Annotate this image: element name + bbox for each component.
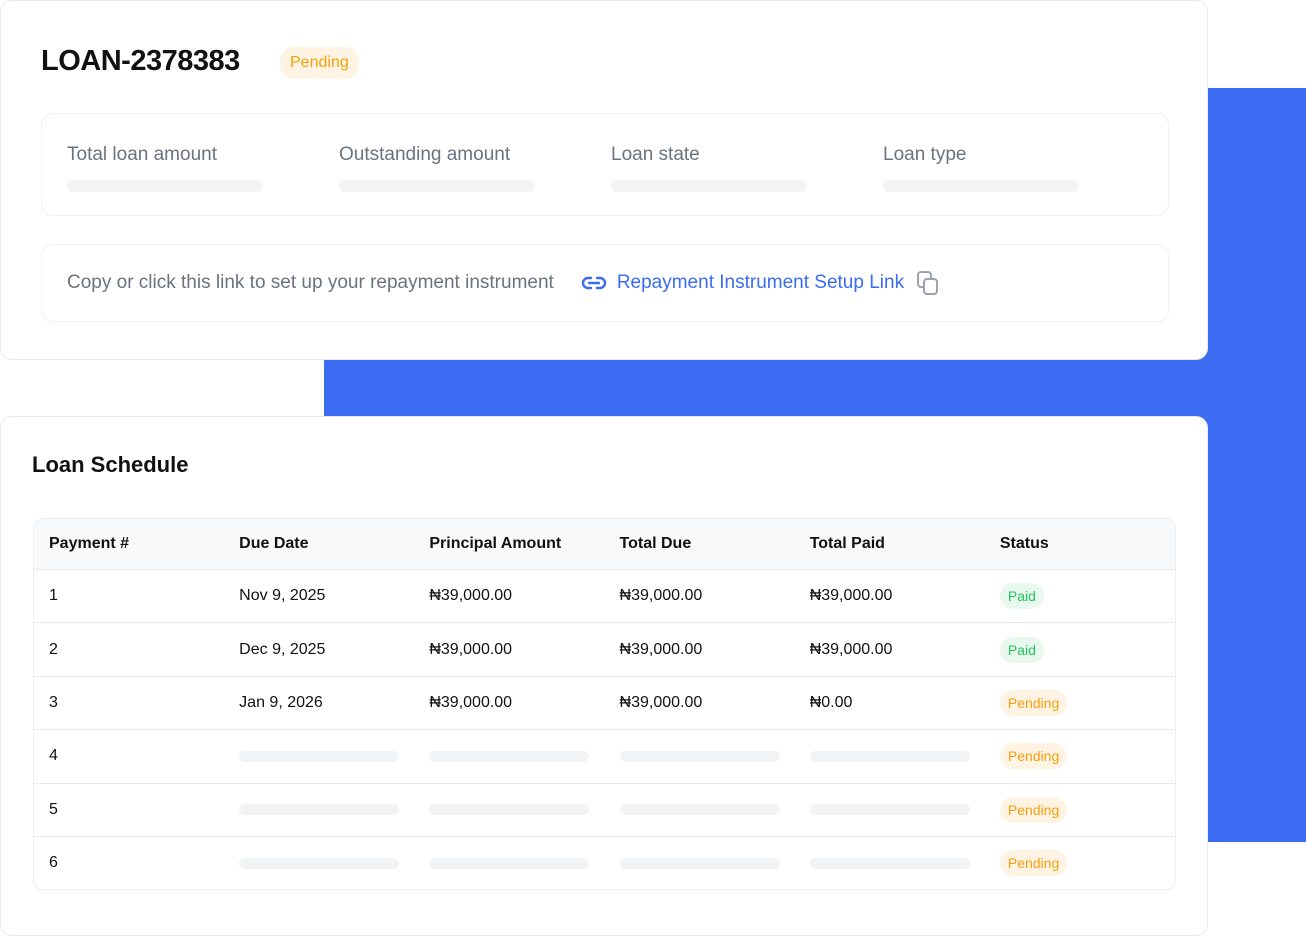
status-badge: Pending xyxy=(999,850,1068,877)
column-header: Total Paid xyxy=(809,535,885,552)
column-header: Due Date xyxy=(239,535,309,552)
cell-n: 3 xyxy=(49,693,58,711)
loan-schedule-table: Payment # Due Date Principal Amount Tota… xyxy=(33,518,1176,891)
status-badge: Paid xyxy=(999,583,1044,610)
cell-due: Nov 9, 2025 xyxy=(239,587,326,605)
loading-skeleton xyxy=(339,180,535,192)
cell-principal: ₦39,000.00 xyxy=(429,640,513,658)
loan-summary: Total loan amount Outstanding amount Loa… xyxy=(41,113,1169,216)
status-badge: Paid xyxy=(999,636,1044,663)
cell-total_due: ₦39,000.00 xyxy=(619,693,703,711)
cell-due: Dec 9, 2025 xyxy=(239,640,326,658)
loan-details-card: LOAN-2378383 Pending Total loan amount O… xyxy=(0,0,1208,360)
loading-skeleton xyxy=(809,750,970,762)
status-badge: Pending xyxy=(999,743,1068,770)
loan-schedule-title: Loan Schedule xyxy=(32,452,189,477)
cell-loading xyxy=(414,857,604,869)
repayment-setup-link[interactable]: Repayment Instrument Setup Link xyxy=(581,272,904,294)
table-row: 1 Nov 9, 2025 ₦39,000.00 ₦39,000.00 ₦39,000.… xyxy=(34,569,1175,622)
column-header: Status xyxy=(999,535,1049,552)
table-row: 6 Pending xyxy=(34,835,1175,889)
table-row: 4 Pending xyxy=(34,729,1175,782)
column-header: Total Due xyxy=(619,535,692,552)
loan-id-title: LOAN-2378383 xyxy=(41,45,240,77)
cell-total_due: ₦39,000.00 xyxy=(619,587,703,605)
repayment-instruction: Copy or click this link to set up your r… xyxy=(67,272,554,293)
loading-skeleton xyxy=(429,857,590,869)
cell-loading xyxy=(605,750,795,762)
loading-skeleton xyxy=(67,180,263,192)
cell-principal: ₦39,000.00 xyxy=(429,693,513,711)
column-header: Payment # xyxy=(49,535,130,552)
column-header: Principal Amount xyxy=(429,535,562,552)
cell-status: Pending xyxy=(985,796,1175,823)
table-header: Payment # Due Date Principal Amount Tota… xyxy=(34,519,1175,569)
summary-total-loan-amount: Total loan amount xyxy=(67,144,263,192)
loading-skeleton xyxy=(239,750,400,762)
cell-paid: ₦39,000.00 xyxy=(809,640,893,658)
loan-status-badge: Pending xyxy=(280,47,359,79)
loading-skeleton xyxy=(619,804,780,816)
cell-loading xyxy=(414,804,604,816)
copy-icon[interactable] xyxy=(916,270,940,296)
cell-loading xyxy=(414,750,604,762)
table-row: 5 Pending xyxy=(34,782,1175,836)
summary-loan-type: Loan type xyxy=(883,144,1079,192)
cell-loading xyxy=(795,804,985,816)
cell-n: 5 xyxy=(49,800,58,818)
table-row: 2 Dec 9, 2025 ₦39,000.00 ₦39,000.00 ₦39,000.… xyxy=(34,622,1175,675)
status-badge: Pending xyxy=(999,796,1068,823)
loading-skeleton xyxy=(429,750,590,762)
link-icon xyxy=(581,276,606,290)
cell-loading xyxy=(224,804,414,816)
cell-loading xyxy=(224,857,414,869)
cell-status: Pending xyxy=(985,689,1175,716)
loading-skeleton xyxy=(429,804,590,816)
loading-skeleton xyxy=(809,857,970,869)
loading-skeleton xyxy=(611,180,807,192)
cell-principal: ₦39,000.00 xyxy=(429,587,513,605)
loading-skeleton xyxy=(809,804,970,816)
cell-n: 1 xyxy=(49,587,58,605)
cell-total_due: ₦39,000.00 xyxy=(619,640,703,658)
loading-skeleton xyxy=(619,857,780,869)
cell-paid: ₦0.00 xyxy=(809,693,853,711)
summary-loan-state: Loan state xyxy=(611,144,807,192)
cell-status: Paid xyxy=(985,636,1175,663)
loading-skeleton xyxy=(883,180,1079,192)
table-row: 3 Jan 9, 2026 ₦39,000.00 ₦39,000.00 ₦0.00 Pen… xyxy=(34,675,1175,729)
cell-loading xyxy=(605,857,795,869)
cell-loading xyxy=(224,750,414,762)
cell-loading xyxy=(795,857,985,869)
status-badge: Pending xyxy=(999,689,1068,716)
loading-skeleton xyxy=(619,750,780,762)
cell-due: Jan 9, 2026 xyxy=(239,693,323,711)
cell-loading xyxy=(605,804,795,816)
cell-n: 6 xyxy=(49,854,58,872)
summary-outstanding-amount: Outstanding amount xyxy=(339,144,535,192)
loading-skeleton xyxy=(239,857,400,869)
repayment-link-box: Copy or click this link to set up your r… xyxy=(41,244,1169,322)
cell-paid: ₦39,000.00 xyxy=(809,587,893,605)
cell-n: 2 xyxy=(49,640,58,658)
cell-status: Pending xyxy=(985,743,1175,770)
cell-status: Paid xyxy=(985,583,1175,610)
cell-status: Pending xyxy=(985,850,1175,877)
loading-skeleton xyxy=(239,804,400,816)
cell-n: 4 xyxy=(49,747,58,765)
cell-loading xyxy=(795,750,985,762)
